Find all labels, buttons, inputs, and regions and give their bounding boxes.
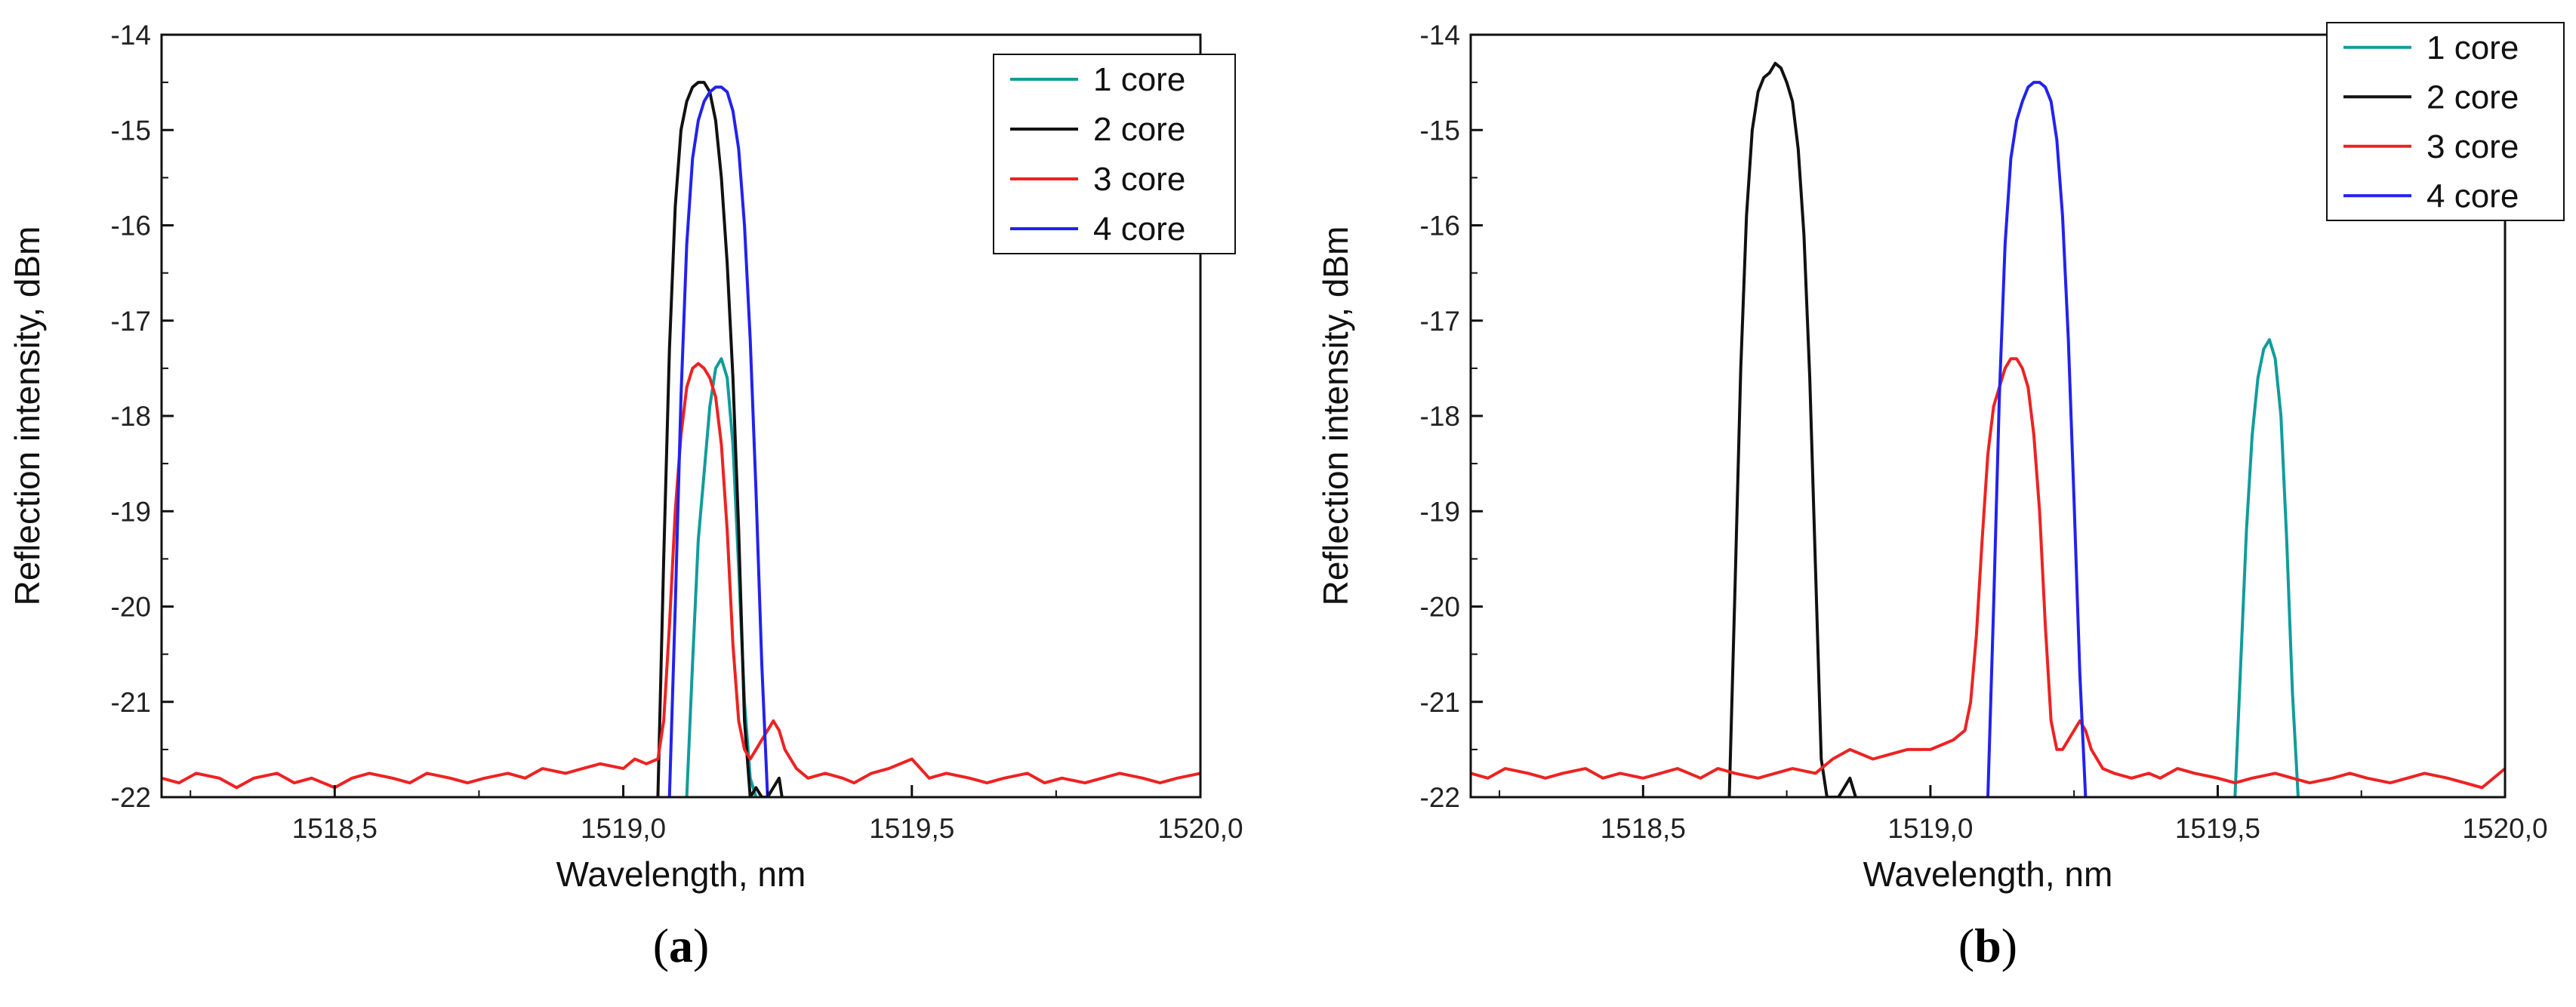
panel-b-y-tick-label: -17 xyxy=(1420,306,1460,337)
panel-b-y-tick-label: -20 xyxy=(1420,592,1460,623)
panel-a-y-tick-label: -20 xyxy=(111,592,151,623)
panel-a-y-tick-label: -22 xyxy=(111,782,151,813)
panel-b-y-tick-label: -16 xyxy=(1420,211,1460,242)
panel-b-x-tick-label: 1519,0 xyxy=(1887,813,1973,844)
panel-b-label: (b) xyxy=(1958,919,2017,972)
panel-a-legend-label-4: 4 core xyxy=(1093,211,1185,248)
panel-a-y-tick-label: -21 xyxy=(111,687,151,718)
panel-a-x-axis-title: Wavelength, nm xyxy=(556,855,806,894)
panel-b-series-group xyxy=(1471,61,2505,797)
panel-b-y-tick-label: -18 xyxy=(1420,401,1460,432)
panel-b-series-3-line xyxy=(1471,357,2505,790)
panel-a-x-tick-label: 1519,0 xyxy=(581,813,666,844)
panel-b-x-tick-label: 1519,5 xyxy=(2175,813,2260,844)
panel-a-legend-box xyxy=(993,54,1236,254)
panel-b-series-1-line xyxy=(2233,338,2300,797)
panel-b-legend-label-4: 4 core xyxy=(2427,177,2519,214)
panel-b-y-tick-label: -15 xyxy=(1420,115,1460,146)
panel-b-legend: 1 core 2 core 3 core 4 core xyxy=(2326,22,2565,221)
panel-a-series-2-line xyxy=(656,81,784,797)
panel-a-x-tick-label: 1520,0 xyxy=(1157,813,1243,844)
panel-b-series-2-line xyxy=(1727,61,1857,797)
panel-b-y-axis-title: Reflection intensity, dBm xyxy=(1316,226,1355,606)
panel-a-y-axis-title: Reflection intensity, dBm xyxy=(8,226,47,606)
panel-a-y-tick-label: -17 xyxy=(111,306,151,337)
panel-a-y-tick-label: -15 xyxy=(111,115,151,146)
panel-b-x-tick-label: 1518,5 xyxy=(1601,813,1686,844)
panel-a-x-tick-label: 1519,5 xyxy=(869,813,954,844)
panel-a-y-tick-label: -19 xyxy=(111,496,151,527)
panel-a-series-3-line xyxy=(162,362,1200,790)
panel-b-y-tick-label: -14 xyxy=(1420,20,1460,51)
panel-a-legend-label-3: 3 core xyxy=(1093,161,1185,198)
panel-b-legend-label-2: 2 core xyxy=(2427,79,2519,115)
panel-a-series-group xyxy=(162,81,1200,797)
panel-b-legend-box xyxy=(2326,22,2565,221)
panel-b-legend-label-3: 3 core xyxy=(2427,128,2519,165)
panel-b-y-tick-label: -21 xyxy=(1420,687,1460,718)
panel-b-x-axis-title: Wavelength, nm xyxy=(1863,855,2113,894)
panel-a-y-tick-label: -16 xyxy=(111,211,151,242)
panel-b: -22 -21 -20 -19 -18 -17 -16 -15 -14 1518,5 1519,0 1… xyxy=(1316,20,2565,972)
panel-a-x-tick-label: 1518,5 xyxy=(292,813,377,844)
panel-b-y-tick-label: -22 xyxy=(1420,782,1460,813)
panel-b-x-tick-label: 1520,0 xyxy=(2462,813,2547,844)
panel-a-series-4-line xyxy=(667,85,769,797)
panel-a-label: (a) xyxy=(653,919,710,972)
panel-a-legend-label-2: 2 core xyxy=(1093,111,1185,148)
panel-a-y-tick-label: -14 xyxy=(111,20,151,51)
panel-b-legend-label-1: 1 core xyxy=(2427,29,2519,66)
panel-b-y-tick-label: -19 xyxy=(1420,496,1460,527)
panel-b-series-4-line xyxy=(1986,81,2088,797)
panel-a-y-tick-label: -18 xyxy=(111,401,151,432)
panel-a-legend: 1 core 2 core 3 core 4 core xyxy=(993,54,1236,254)
panel-a: -22 -21 -20 -19 -18 -17 -16 -15 -14 1518,5 1519,0 1… xyxy=(8,20,1243,972)
panel-a-legend-label-1: 1 core xyxy=(1093,61,1185,98)
